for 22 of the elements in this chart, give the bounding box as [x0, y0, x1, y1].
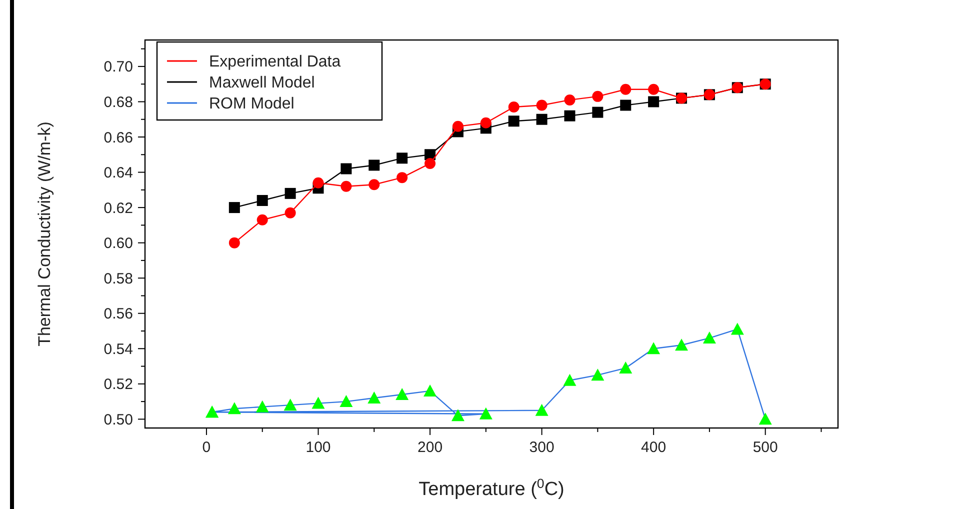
legend-label: Maxwell Model — [209, 74, 315, 92]
y-tick-label: 0.68 — [104, 94, 133, 111]
y-tick-label: 0.50 — [104, 411, 133, 428]
y-tick-label: 0.64 — [104, 164, 133, 182]
x-tick-label: 400 — [641, 439, 666, 456]
y-tick-label: 0.60 — [104, 235, 133, 252]
legend-label: ROM Model — [209, 96, 294, 113]
y-tick-label: 0.58 — [104, 270, 133, 288]
y-tick-label: 0.52 — [104, 376, 133, 394]
y-tick-label: 0.56 — [104, 306, 133, 323]
legend-label: Experimental Data — [209, 54, 341, 71]
y-tick-label: 0.66 — [104, 129, 133, 146]
y-tick-label: 0.54 — [104, 340, 133, 358]
x-tick-label: 300 — [529, 439, 554, 456]
x-tick-label: 500 — [752, 439, 778, 456]
x-tick-label: 0 — [202, 439, 211, 456]
x-tick-label: 100 — [306, 439, 331, 456]
y-axis-title: Thermal Conductivity (W/m-k) — [35, 122, 54, 346]
y-tick-label: 0.62 — [104, 200, 133, 217]
x-axis-title: Temperature ($^{0}$C) — [418, 476, 564, 500]
y-tick-label: 0.70 — [104, 58, 133, 76]
x-tick-label: 200 — [418, 439, 443, 456]
